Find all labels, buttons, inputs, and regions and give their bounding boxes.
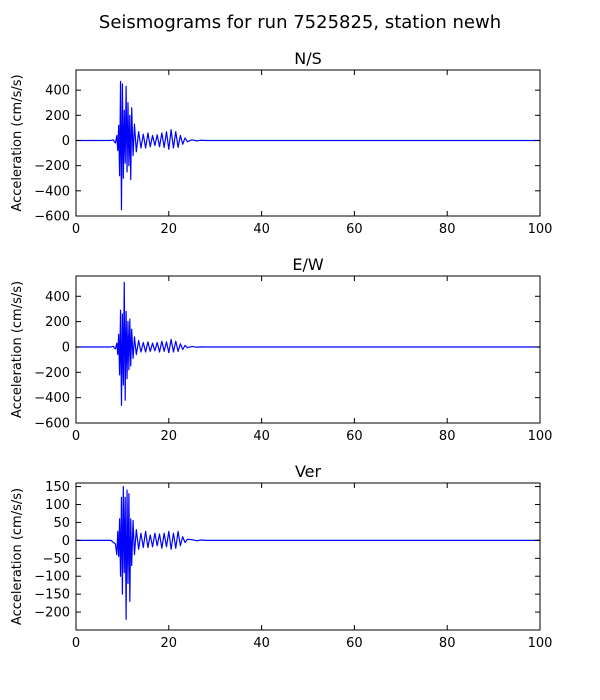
y-tick-label: −200: [34, 606, 70, 621]
y-tick-label: 50: [53, 516, 70, 531]
y-tick-label: −150: [34, 588, 70, 603]
y-tick-label: 150: [45, 480, 70, 495]
x-tick-label: 60: [346, 429, 363, 444]
plot-frame: [75, 69, 541, 217]
y-tick-label: 0: [62, 134, 70, 149]
plot-frame: [75, 275, 541, 424]
x-tick-label: 100: [528, 222, 553, 237]
y-tick-label: −600: [34, 417, 70, 432]
y-tick-label: −50: [43, 552, 70, 567]
x-tick-label: 0: [72, 429, 80, 444]
panel-2: E/W Acceleration (cm/s/s) 0 20 40 60 80 100 −600…: [10, 255, 552, 444]
x-tick-label: 60: [346, 222, 363, 237]
y-tick-label: 200: [45, 315, 70, 330]
x-tick-label: 40: [253, 429, 270, 444]
x-tick-label: 20: [161, 636, 178, 651]
x-tick-label: 0: [72, 222, 80, 237]
y-axis-label: Acceleration (cm/s/s): [10, 281, 25, 418]
y-tick-label: −100: [34, 570, 70, 585]
x-tick-label: 100: [528, 429, 553, 444]
x-tick-label: 80: [439, 636, 456, 651]
figure-title: Seismograms for run 7525825, station new…: [99, 12, 501, 33]
x-tick-label: 100: [528, 636, 553, 651]
x-tick-label: 40: [253, 222, 270, 237]
y-tick-label: 0: [62, 340, 70, 355]
y-tick-label: 400: [45, 84, 70, 99]
x-tick-label: 40: [253, 636, 270, 651]
y-tick-label: −400: [34, 391, 70, 406]
seismogram-trace: [76, 281, 540, 406]
seismogram-trace: [76, 80, 540, 211]
y-tick-label: 100: [45, 498, 70, 513]
y-tick-label: −600: [34, 210, 70, 225]
y-tick-label: 400: [45, 290, 70, 305]
x-tick-label: 0: [72, 636, 80, 651]
seismogram-trace: [76, 485, 540, 620]
y-tick-label: −200: [34, 159, 70, 174]
x-tick-label: 80: [439, 429, 456, 444]
plot-frame: [75, 482, 541, 631]
y-tick-label: 200: [45, 109, 70, 124]
panel-1: N/S Acceleration (cm/s/s) 0 20 40 60 80 100 −600…: [10, 49, 552, 237]
panel-3: Ver Acceleration (cm/s/s) 0 20 40 60 80 100 −200…: [10, 462, 552, 651]
x-tick-label: 60: [346, 636, 363, 651]
y-tick-label: −200: [34, 366, 70, 381]
y-axis-label: Acceleration (cm/s/s): [10, 74, 25, 211]
panel-title: Ver: [295, 462, 322, 481]
x-tick-label: 20: [161, 222, 178, 237]
panel-title: N/S: [294, 49, 322, 68]
panel-title: E/W: [292, 255, 324, 274]
x-tick-label: 20: [161, 429, 178, 444]
y-axis-label: Acceleration (cm/s/s): [10, 488, 25, 625]
y-tick-label: −400: [34, 184, 70, 199]
y-tick-label: 0: [62, 534, 70, 549]
panels: N/S Acceleration (cm/s/s) 0 20 40 60 80 100 −600…: [10, 49, 552, 651]
x-tick-label: 80: [439, 222, 456, 237]
